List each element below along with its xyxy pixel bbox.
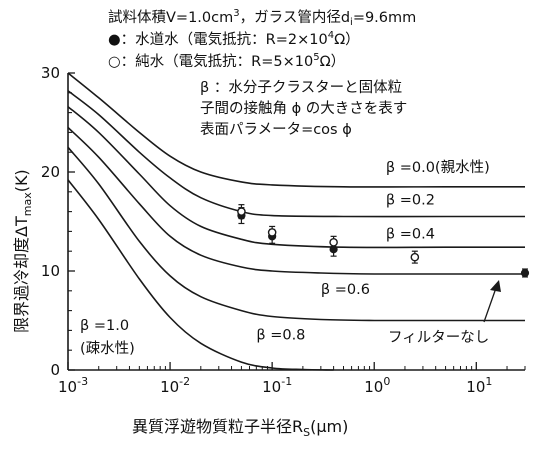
note-beta-line-2: 子間の接触角 ϕ の大きさを表す bbox=[200, 100, 407, 117]
series-line-2 bbox=[67, 106, 525, 249]
point-pure-water bbox=[237, 207, 246, 216]
point-pure-water bbox=[410, 252, 420, 262]
x-tick-label-exponent: -3 bbox=[77, 375, 88, 388]
point-pure-water bbox=[267, 228, 277, 237]
legend-pure-water-marker: ○ bbox=[108, 54, 121, 70]
legend-tap-water-exponent: 4 bbox=[328, 30, 334, 41]
annotation-arrow-shaft bbox=[483, 287, 497, 323]
legend-tap-water-unit: Ω） bbox=[334, 31, 360, 48]
x-tick-label-base: 10 bbox=[466, 378, 485, 396]
annotation-arrow-head bbox=[490, 280, 501, 292]
series-line-3 bbox=[67, 126, 525, 275]
x-tick-label-base: 10 bbox=[58, 378, 77, 396]
x-tick-label: 10-1 bbox=[262, 375, 292, 396]
point-pure-water bbox=[329, 237, 338, 247]
x-tick-label-exponent: 1 bbox=[485, 375, 492, 388]
legend-pure-water-exponent: 5 bbox=[313, 52, 319, 63]
x-axis-title: 異質浮遊物質粒子半径RS(μm) bbox=[132, 417, 348, 439]
note-volume: 試料体積V=1.0cm bbox=[108, 9, 233, 26]
legend-pure-water: ○：純水（電気抵抗：R=5×105Ω） bbox=[108, 52, 345, 70]
y-tick-label: 30 bbox=[41, 64, 60, 82]
legend-tap-water-text: ：水道水（電気抵抗：R=2×10 bbox=[121, 31, 328, 48]
y-axis-title: 限界過冷却度ΔTmax(K) bbox=[12, 169, 34, 333]
curves bbox=[67, 72, 525, 371]
y-axis-title-unit: (K) bbox=[12, 169, 31, 192]
series-line-4 bbox=[67, 146, 525, 322]
y-tick-label: 20 bbox=[41, 163, 60, 181]
note-beta-line-3: 表面パラメータ=cos ϕ bbox=[200, 121, 352, 138]
note-tube-diameter: ，ガラス管内径d bbox=[240, 9, 350, 26]
note-tube-diameter-subscript: i bbox=[350, 17, 353, 28]
series-label-1: β =0.2 bbox=[386, 193, 435, 209]
x-tick-label: 101 bbox=[466, 375, 492, 396]
series-label-4: β =0.8 bbox=[256, 327, 305, 343]
y-axis-title-main: 限界過冷却度ΔT bbox=[12, 216, 31, 333]
x-axis-title-unit: (μm) bbox=[310, 417, 348, 436]
x-tick-label-exponent: -1 bbox=[281, 375, 292, 388]
note-volume-exponent: 3 bbox=[233, 8, 239, 19]
measurement-points bbox=[237, 204, 530, 278]
x-tick-label: 100 bbox=[364, 375, 390, 396]
note-beta-line-1: β ：水分子クラスターと固体粒 bbox=[200, 79, 402, 96]
series-label-3: β =0.6 bbox=[321, 282, 370, 298]
point-tap-water bbox=[520, 268, 530, 278]
annotation-beta-1-0: β =1.0 bbox=[80, 318, 129, 334]
y-tick-label: 0 bbox=[50, 361, 60, 379]
legend-tap-water-marker: ● bbox=[108, 32, 121, 48]
annotation-beta-1-0-hydrophobic: (疎水性) bbox=[80, 340, 135, 357]
curve-labels: β =0.0(親水性) β =0.2 β =0.4 β =0.6 β =0.8 bbox=[256, 159, 489, 343]
note-tube-diameter-value: =9.6mm bbox=[353, 10, 416, 26]
annotation-no-filter: フィルターなし bbox=[388, 329, 489, 346]
y-tick-label: 10 bbox=[41, 262, 60, 280]
x-tick-label-exponent: 0 bbox=[383, 375, 390, 388]
x-tick-label: 10-2 bbox=[160, 375, 190, 396]
x-tick-label: 10-3 bbox=[58, 375, 88, 396]
series-line-0 bbox=[67, 72, 525, 188]
series-label-0: β =0.0(親水性) bbox=[386, 159, 490, 176]
x-tick-label-exponent: -2 bbox=[179, 375, 190, 388]
legend-tap-water: ●：水道水（電気抵抗：R=2×104Ω） bbox=[108, 30, 360, 48]
legend-pure-water-unit: Ω） bbox=[320, 53, 346, 70]
series-line-5 bbox=[67, 179, 334, 371]
series-line-1 bbox=[67, 90, 525, 218]
x-axis-title-subscript: S bbox=[303, 426, 310, 439]
note-sample-conditions: 試料体積V=1.0cm3，ガラス管内径di=9.6mm bbox=[108, 8, 416, 28]
legend-pure-water-text: ：純水（電気抵抗：R=5×10 bbox=[121, 53, 314, 70]
x-tick-label-base: 10 bbox=[160, 378, 179, 396]
series-label-2: β =0.4 bbox=[386, 226, 435, 242]
y-axis-title-subscript: max bbox=[21, 192, 34, 216]
x-axis-title-main: 異質浮遊物質粒子半径R bbox=[132, 417, 303, 436]
x-tick-label-base: 10 bbox=[262, 378, 281, 396]
x-tick-label-base: 10 bbox=[364, 378, 383, 396]
